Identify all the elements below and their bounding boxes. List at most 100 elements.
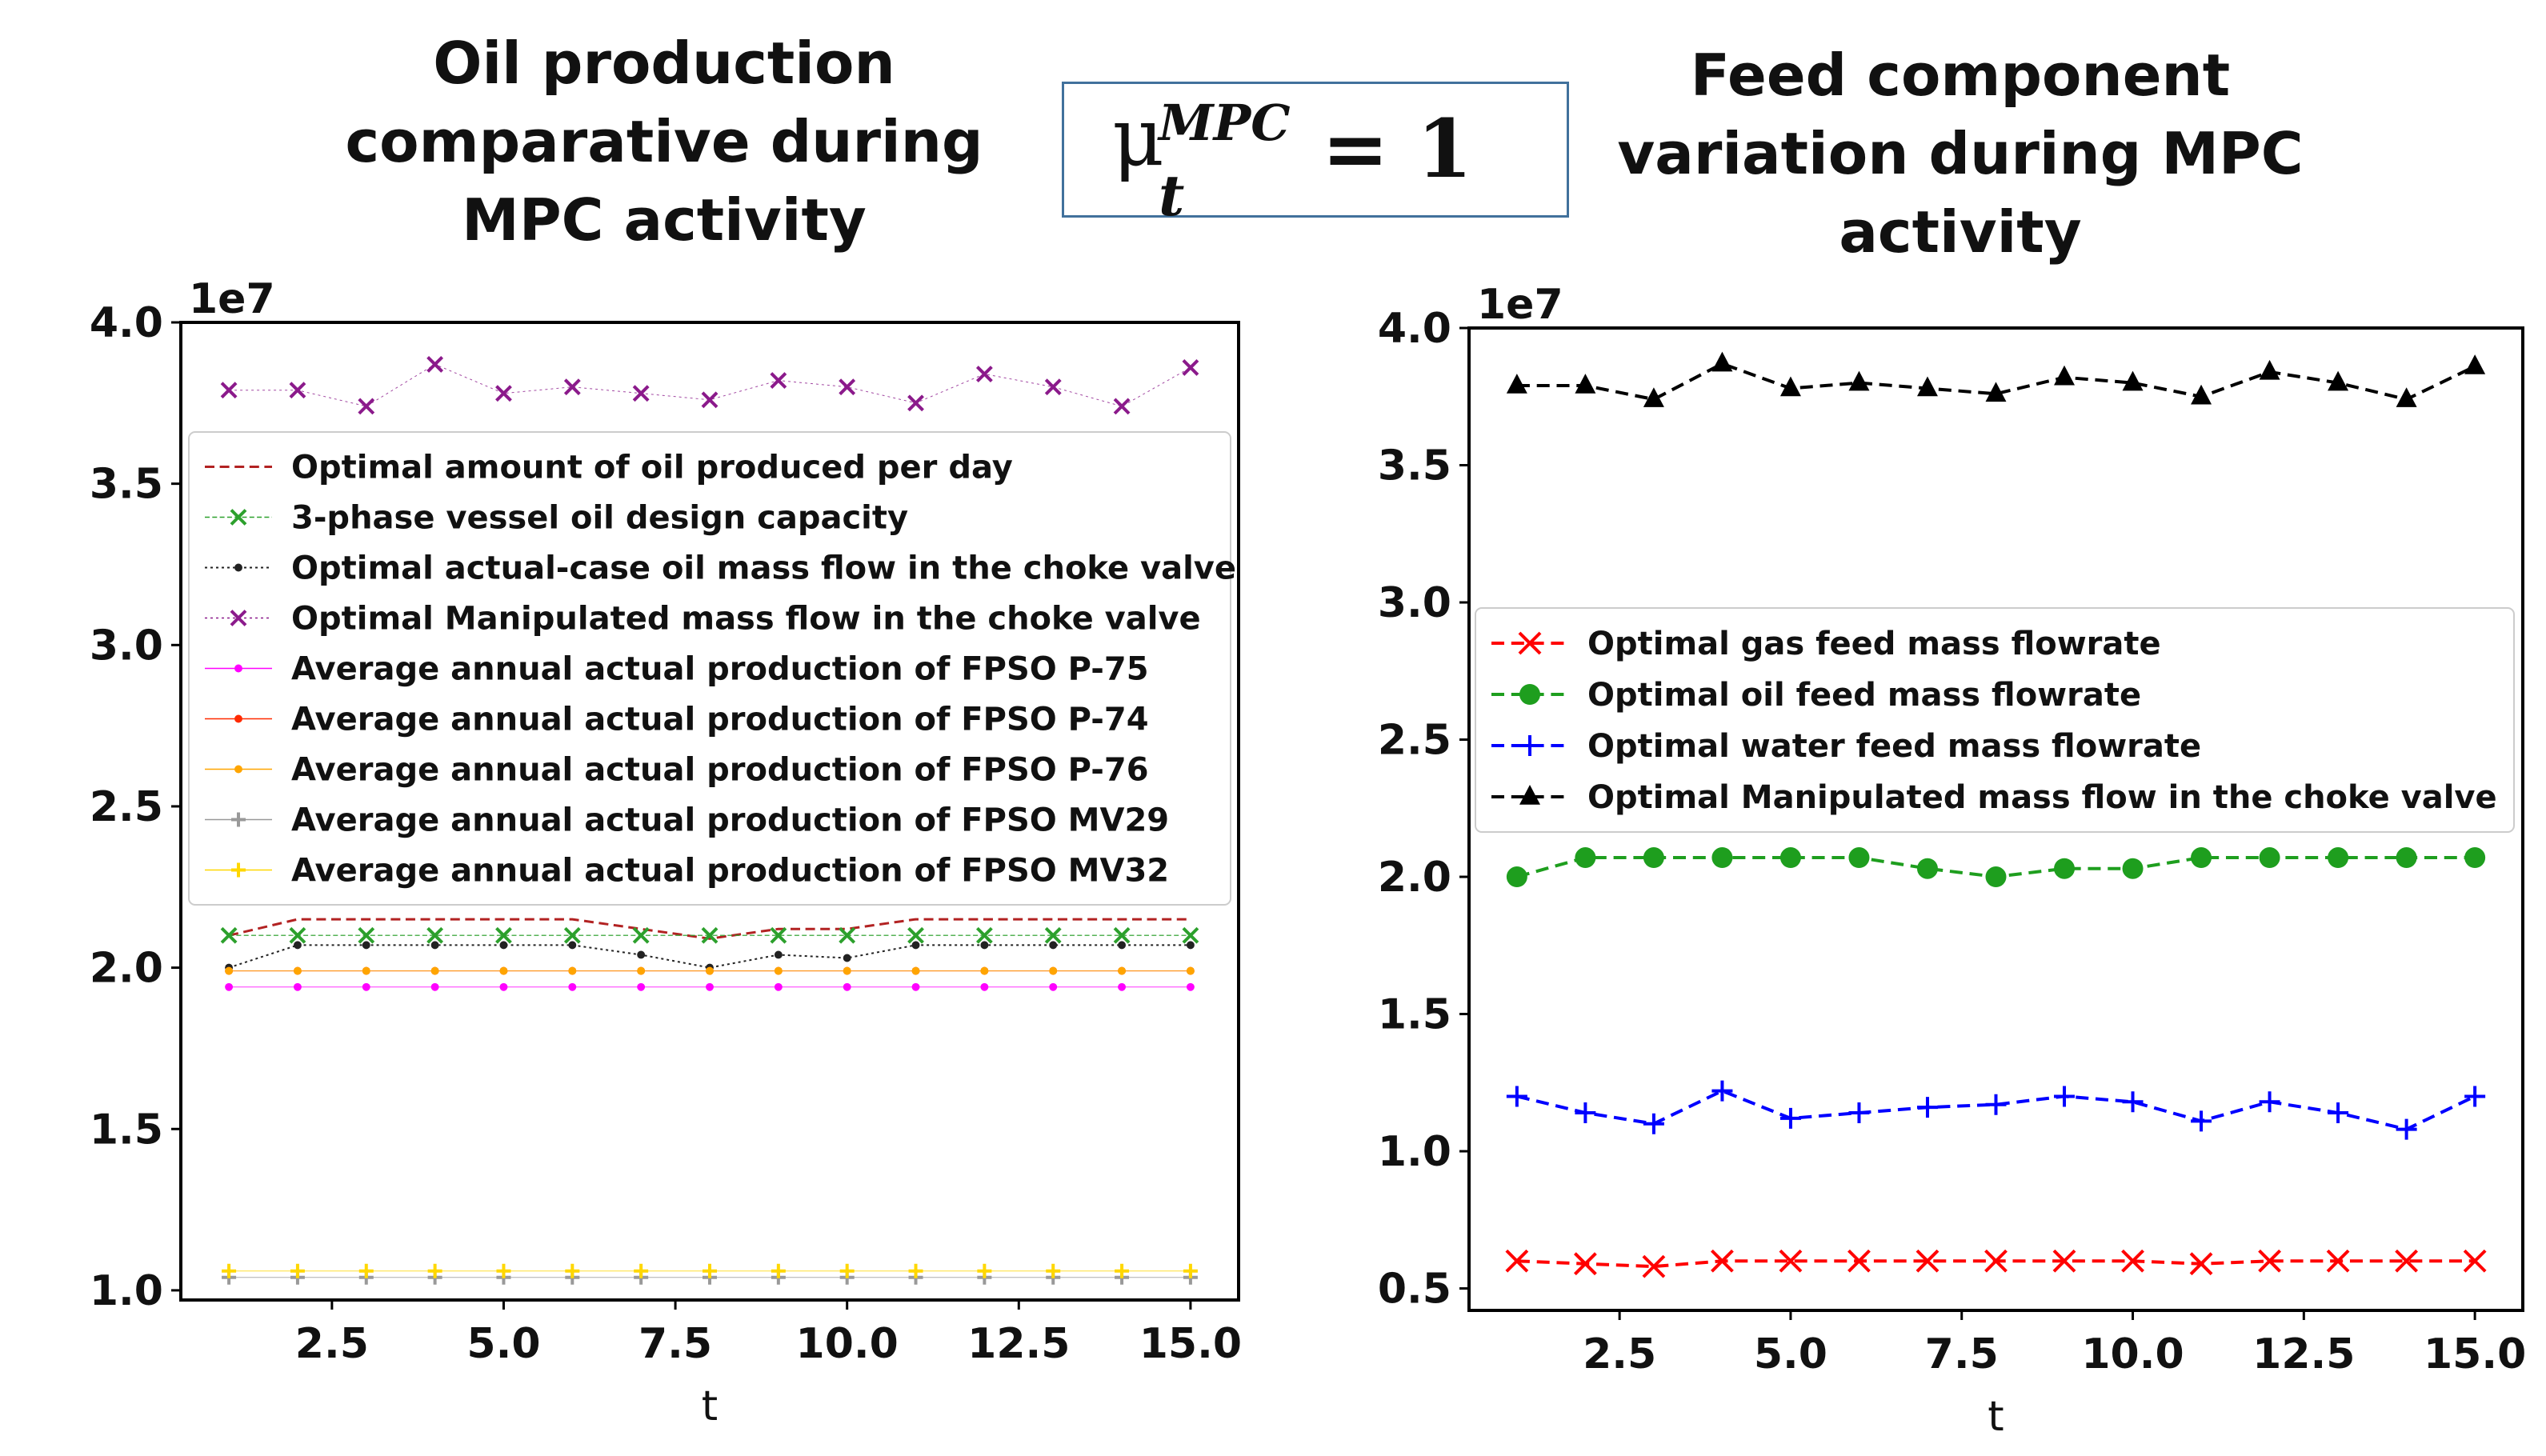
data-point [839,1263,855,1278]
data-point [911,982,920,991]
right-chart-title: Feed component variation during MPC acti… [1617,42,2304,266]
data-point [839,378,856,396]
series-optimal-water-feed-mass-flowrate [1506,1080,2486,1140]
series-average-annual-actual-production-of-fpso-p-75 [225,982,1195,991]
data-point [2396,387,2417,407]
data-point [2259,359,2280,380]
data-point [1118,941,1127,950]
data-point [2191,847,2212,869]
data-point [358,926,375,944]
mu-symbol: μ [1112,90,1164,184]
series-line [228,918,1191,940]
series-optimal-gas-feed-mass-flowrate [1505,1249,2487,1278]
legend: Optimal gas feed mass flowrate Optimal oi… [1475,607,2515,833]
legend-box [188,431,1231,906]
data-point [2258,1249,2281,1273]
data-point [563,378,581,396]
data-point [2464,847,2486,869]
data-point [1113,398,1131,415]
y-tick-label: 2.0 [90,945,163,993]
feed-component-chart: 0.5 1.0 1.5 2.0 2.5 3.0 3.5 4.0 2.5 5.0 7.5 10.0 12.… [1378,281,2526,1440]
legend-label: Optimal actual-case oil mass flow in the… [291,550,1236,587]
data-point [2121,1249,2144,1273]
data-point [1049,941,1058,950]
data-point [2259,847,2280,869]
data-point [2122,370,2144,391]
data-point [222,1263,237,1278]
data-point [980,982,989,991]
data-point [2396,847,2417,869]
data-point [1711,351,1733,372]
data-point [1916,1249,1940,1273]
y-offset-label: 1e7 [189,275,275,323]
data-point [770,926,787,944]
data-point [293,982,302,991]
legend-handle-marker [234,563,242,572]
legend-label: Optimal gas feed mass flowrate [1587,626,2161,662]
data-point [2054,858,2076,879]
y-tick-label: 4.0 [1378,305,1451,353]
data-point [1643,847,1664,869]
data-point [774,966,783,975]
y-tick-label: 4.0 [90,299,163,347]
x-tick-label: 10.0 [2081,1330,2184,1378]
series-average-annual-actual-production-of-fpso-p-76 [225,966,1195,975]
legend-handle-marker [1519,684,1540,705]
data-point [703,1263,717,1278]
data-point [2189,1252,2213,1276]
legend-handle-marker [234,664,242,673]
data-point [1044,926,1062,944]
data-point [499,982,508,991]
x-tick-label: 12.5 [2252,1330,2355,1378]
data-point [1779,1107,1801,1129]
data-point [225,966,234,975]
mu-formula-box: μ MPC t = 1 [1062,82,1569,229]
data-point [1711,1249,1734,1273]
data-point [2122,1091,2144,1113]
legend-label: Optimal water feed mass flowrate [1587,728,2201,765]
data-point [1505,1249,1529,1273]
legend-label: Optimal amount of oil produced per day [291,450,1013,486]
data-point [1506,1086,1527,1107]
data-point [634,1263,649,1278]
data-point [1049,982,1058,991]
data-point [911,941,920,950]
legend-handle-marker [234,765,242,774]
legend-handle-marker [231,862,246,878]
data-point [290,1263,305,1278]
data-point [1985,382,2007,402]
legend-label: Optimal Manipulated mass flow in the cho… [291,601,1201,638]
data-point [2328,1102,2349,1124]
data-point [1182,359,1199,376]
data-point [980,941,989,950]
data-point [2259,1091,2280,1113]
series-line [1516,1089,2476,1131]
data-point [774,982,783,991]
data-point [362,982,370,991]
data-point [1113,926,1131,944]
data-point [1118,966,1127,975]
data-point [771,1263,786,1278]
data-point [362,941,370,950]
data-point [1984,1249,2008,1273]
data-point [911,966,920,975]
data-point [975,366,993,382]
data-point [637,966,646,975]
x-axis-label: t [1988,1393,2004,1440]
data-point [1182,926,1199,944]
data-point [430,966,439,975]
x-tick-label: 5.0 [466,1320,540,1368]
data-point [1847,1249,1871,1273]
data-point [1711,847,1733,869]
legend-label: Average annual actual production of FPSO… [291,853,1169,890]
legend-handle-marker [231,812,246,827]
data-point [706,982,714,991]
data-point [1506,866,1527,888]
series-average-annual-actual-production-of-fpso-mv32 [222,1263,1198,1278]
data-point [1779,847,1801,869]
data-point [701,926,719,944]
legend: Optimal amount of oil produced per day 3-… [188,431,1236,906]
data-point [496,1263,511,1278]
data-point [430,941,439,950]
data-point [774,950,783,959]
